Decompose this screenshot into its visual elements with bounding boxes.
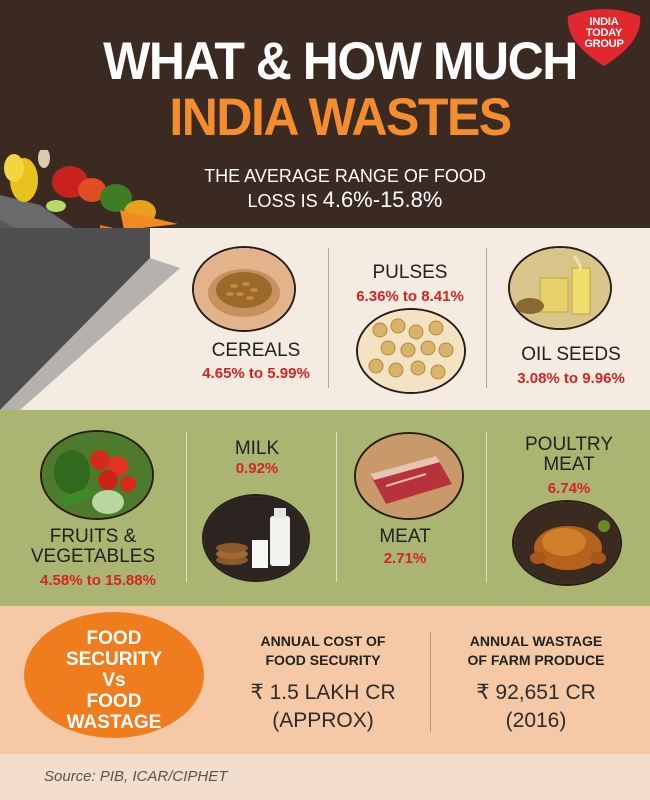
oil-seeds-label: OIL SEEDS <box>521 344 621 365</box>
cost-heading-line1: ANNUAL COST OF <box>260 633 386 649</box>
circle-line4: FOOD <box>86 691 142 712</box>
divider <box>328 248 329 388</box>
divider <box>486 248 487 388</box>
tray-shadow <box>0 228 180 410</box>
fruits-vegetables-label-line1: FRUITS & <box>49 526 137 547</box>
milk-photo <box>202 494 310 582</box>
cereals-value: 4.65% to 5.99% <box>202 365 310 382</box>
poultry-label-line2: MEAT <box>543 454 595 475</box>
divider <box>486 432 487 582</box>
logo-line1: INDIA <box>589 16 619 28</box>
title-line1: WHAT & HOW MUCH <box>103 31 578 91</box>
wastage-heading-line1: ANNUAL WASTAGE <box>469 633 603 649</box>
divider <box>430 632 431 732</box>
logo: INDIA TODAY GROUP <box>563 6 645 68</box>
fruits-vegetables-value: 4.58% to 15.88% <box>40 572 156 589</box>
divider <box>186 432 187 582</box>
subtitle: THE AVERAGE RANGE OF FOOD LOSS IS 4.6%-1… <box>150 164 540 213</box>
cereals-photo <box>192 246 296 332</box>
meat-photo <box>354 432 464 520</box>
title-line2: INDIA WASTES <box>169 87 512 147</box>
subtitle-range: 4.6%-15.8% <box>322 187 443 212</box>
cost-heading-line2: FOOD SECURITY <box>265 652 381 668</box>
oil-seeds-photo <box>508 246 612 330</box>
logo-line3: GROUP <box>584 38 624 50</box>
fruits-vegetables-label-line2: VEGETABLES <box>30 546 156 567</box>
source-note: Source: PIB, ICAR/CIPHET <box>44 768 228 785</box>
pulses-label: PULSES <box>372 262 448 283</box>
circle-line5: WASTAGE <box>66 712 162 733</box>
cost-value-note: (APPROX) <box>272 709 374 732</box>
meat-value: 2.71% <box>383 550 427 567</box>
divider <box>336 432 337 582</box>
circle-line2: SECURITY <box>65 649 163 670</box>
milk-label: MILK <box>234 438 280 459</box>
cereals-label: CEREALS <box>211 340 301 361</box>
cost-value: ₹ 1.5 LAKH CR <box>250 681 396 704</box>
oil-seeds-value: 3.08% to 9.96% <box>517 370 625 387</box>
poultry-label-line1: POULTRY <box>525 434 613 455</box>
circle-line1: FOOD <box>86 628 142 649</box>
circle-line3: Vs <box>102 670 126 691</box>
poultry-photo <box>512 500 622 586</box>
logo-line2: TODAY <box>585 27 623 39</box>
pulses-value: 6.36% to 8.41% <box>356 288 464 305</box>
food-security-circle <box>24 612 204 738</box>
pulses-photo <box>356 308 466 394</box>
meat-label: MEAT <box>379 526 431 547</box>
poultry-value: 6.74% <box>547 480 591 497</box>
milk-value: 0.92% <box>235 460 279 477</box>
subtitle-prefix: LOSS IS <box>247 191 323 211</box>
wastage-value-note: (2016) <box>505 709 567 732</box>
subtitle-line1: THE AVERAGE RANGE OF FOOD <box>204 166 486 186</box>
fruits-vegetables-photo <box>40 430 154 520</box>
subtitle-line2: LOSS IS 4.6%-15.8% <box>150 188 540 213</box>
wastage-value: ₹ 92,651 CR <box>476 681 596 704</box>
footer <box>0 754 650 800</box>
wastage-heading-line2: OF FARM PRODUCE <box>467 652 605 668</box>
